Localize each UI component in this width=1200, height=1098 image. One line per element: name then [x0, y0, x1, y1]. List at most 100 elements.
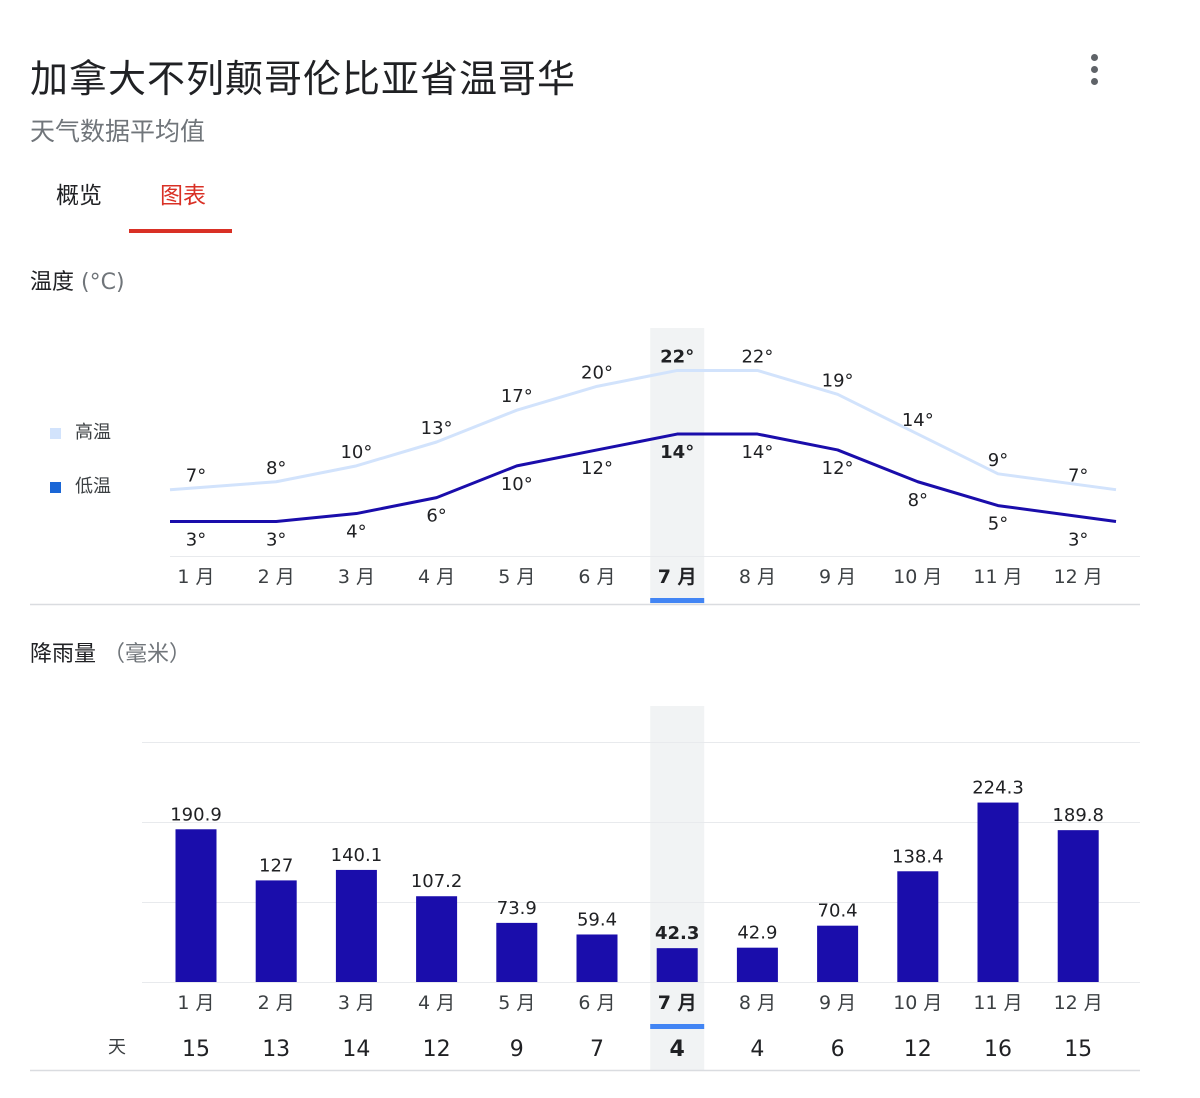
precip-bar: [977, 802, 1019, 982]
precip-days-value: 9: [510, 1037, 524, 1062]
precip-days-value: 14: [342, 1037, 370, 1062]
temp-x-tick: 10 月: [893, 566, 942, 588]
temp-x-tick: 8 月: [739, 566, 776, 588]
temperature-unit: (°C): [81, 270, 125, 295]
high-temp-label: 20°: [581, 362, 613, 383]
legend-swatch-high: [50, 427, 61, 439]
temp-x-tick: 6 月: [578, 566, 615, 588]
precip-x-tick: 3 月: [338, 992, 375, 1014]
tab-charts[interactable]: 图表: [160, 183, 206, 209]
temp-x-tick: 2 月: [258, 566, 295, 588]
high-temp-label: 9°: [988, 450, 1008, 471]
low-temp-label: 6°: [426, 506, 446, 527]
precip-bar: [496, 922, 538, 982]
temp-selected-marker: [650, 598, 705, 603]
high-temp-label: 7°: [186, 466, 206, 487]
high-temp-label: 17°: [501, 386, 533, 407]
precip-value-label: 138.4: [892, 846, 944, 867]
precip-days-value: 4: [670, 1037, 685, 1062]
precip-x-tick: 4 月: [418, 992, 455, 1014]
low-temp-label: 12°: [822, 458, 854, 479]
temp-x-tick: 12 月: [1054, 566, 1103, 588]
high-temp-label: 8°: [266, 458, 286, 479]
temp-x-tick: 4 月: [418, 566, 455, 588]
precip-x-tick: 11 月: [973, 992, 1022, 1014]
legend-label-low: 低温: [75, 476, 111, 497]
temp-x-tick: 11 月: [973, 566, 1022, 588]
precip-value-label: 42.3: [655, 923, 699, 944]
precip-days-value: 15: [182, 1037, 210, 1062]
precip-value-label: 59.4: [577, 909, 617, 930]
high-temp-label: 19°: [822, 370, 854, 391]
precip-bar: [335, 869, 377, 982]
precip-days-value: 13: [262, 1037, 290, 1062]
temp-x-tick: 5 月: [498, 566, 535, 588]
high-temp-label: 13°: [421, 418, 453, 439]
high-temp-label: 10°: [340, 442, 372, 463]
precip-x-tick: 1 月: [177, 992, 214, 1014]
precip-value-label: 189.8: [1052, 805, 1104, 826]
precip-value-label: 127: [259, 855, 293, 876]
precip-value-label: 140.1: [331, 845, 383, 866]
precip-bar: [255, 880, 297, 982]
precip-days-value: 7: [590, 1037, 604, 1062]
high-temp-label: 7°: [1068, 466, 1088, 487]
low-temp-label: 5°: [988, 514, 1008, 535]
precip-bar: [175, 829, 217, 982]
precipitation-unit: （毫米）: [103, 642, 192, 667]
low-temp-label: 3°: [1068, 530, 1088, 551]
precip-bar: [576, 934, 618, 982]
low-temp-label: 8°: [908, 490, 928, 511]
precip-value-label: 73.9: [497, 898, 537, 919]
precip-bar: [817, 925, 859, 982]
precipitation-section-title: 降雨量 （毫米）: [30, 636, 191, 668]
precip-days-value: 4: [750, 1037, 764, 1062]
low-temp-label: 3°: [266, 530, 286, 551]
precip-x-tick: 12 月: [1054, 992, 1103, 1014]
precip-days-value: 15: [1064, 1037, 1092, 1062]
precip-x-tick: 2 月: [258, 992, 295, 1014]
precip-bar: [656, 948, 698, 982]
temp-x-tick: 3 月: [338, 566, 375, 588]
active-tab-indicator: [129, 229, 232, 233]
precip-highlight-column: [650, 706, 705, 1071]
precip-x-tick: 9 月: [819, 992, 856, 1014]
more-vert-icon[interactable]: [1080, 50, 1110, 90]
low-temp-label: 10°: [501, 474, 533, 495]
temp-x-tick: 9 月: [819, 566, 856, 588]
legend-label-high: 高温: [75, 422, 111, 443]
precip-days-label: 天: [108, 1037, 126, 1058]
high-temp-label: 22°: [660, 346, 694, 367]
precip-x-tick: 10 月: [893, 992, 942, 1014]
temp-x-tick: 1 月: [177, 566, 214, 588]
low-temp-label: 14°: [660, 442, 694, 463]
precip-days-value: 12: [904, 1037, 932, 1062]
legend-swatch-low: [50, 481, 61, 493]
high-temp-label: 22°: [741, 346, 773, 367]
precip-x-tick: 7 月: [658, 992, 697, 1014]
precip-days-value: 12: [423, 1037, 451, 1062]
precip-value-label: 107.2: [411, 871, 463, 892]
low-temp-label: 4°: [346, 522, 366, 543]
low-temp-label: 12°: [581, 458, 613, 479]
low-temp-line: [170, 432, 1117, 523]
precip-x-tick: 6 月: [578, 992, 615, 1014]
tab-overview[interactable]: 概览: [56, 183, 102, 209]
high-temp-line: [169, 368, 1117, 492]
precip-days-value: 16: [984, 1037, 1012, 1062]
precip-value-label: 42.9: [737, 923, 777, 944]
page-subtitle: 天气数据平均值: [30, 117, 206, 146]
precip-bar: [736, 947, 778, 982]
precip-days-value: 6: [831, 1037, 845, 1062]
temp-x-tick: 7 月: [658, 566, 697, 588]
precip-selected-marker: [650, 1024, 705, 1029]
temperature-section-title: 温度 (°C): [30, 264, 125, 296]
precip-value-label: 190.9: [170, 804, 222, 825]
precip-bar: [1057, 830, 1099, 982]
page-title: 加拿大不列颠哥伦比亚省温哥华: [30, 57, 577, 101]
precip-value-label: 70.4: [818, 901, 858, 922]
precip-value-label: 224.3: [972, 778, 1024, 799]
precip-bar: [416, 896, 458, 982]
low-temp-label: 14°: [741, 442, 773, 463]
